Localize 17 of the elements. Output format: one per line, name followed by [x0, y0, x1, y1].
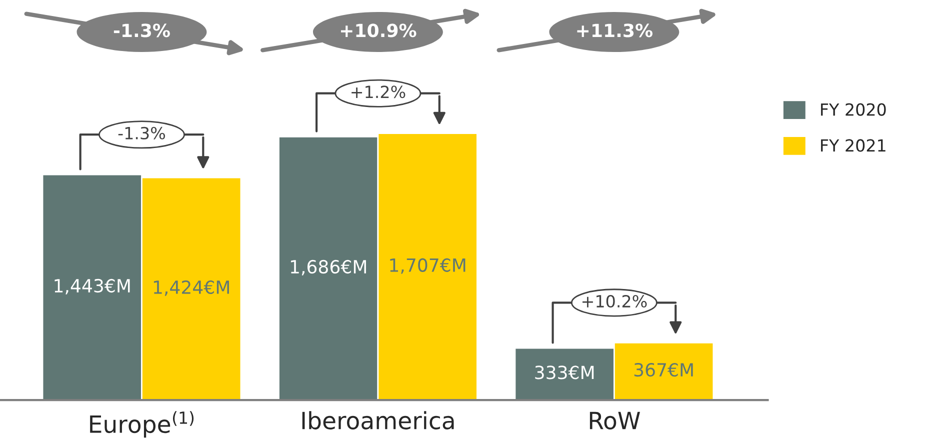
- x-tick-label: Europe$^{(1)}$: [90, 411, 194, 438]
- annotation: +10.2%: [582, 294, 647, 308]
- legend-label: FY 2020: [821, 103, 886, 116]
- data-label: 1,707€M: [390, 258, 466, 274]
- data-label: 1,443€M: [54, 278, 130, 294]
- data-label: 333€M: [535, 366, 594, 380]
- x-tick-label: Iberoamerica: [302, 411, 454, 430]
- text: +11.3%: [577, 24, 653, 38]
- data-label: 367€M: [634, 362, 693, 377]
- x-tick-label: RoW: [590, 412, 640, 430]
- data-label: 1,424€M: [154, 280, 229, 296]
- annotation: -1.3%: [118, 126, 165, 140]
- text: +10.9%: [341, 24, 416, 38]
- data-label: 1,686€M: [290, 260, 366, 276]
- annotation: +1.2%: [352, 86, 406, 98]
- legend-label: FY 2021: [821, 139, 886, 152]
- text: -1.3%: [114, 24, 170, 38]
